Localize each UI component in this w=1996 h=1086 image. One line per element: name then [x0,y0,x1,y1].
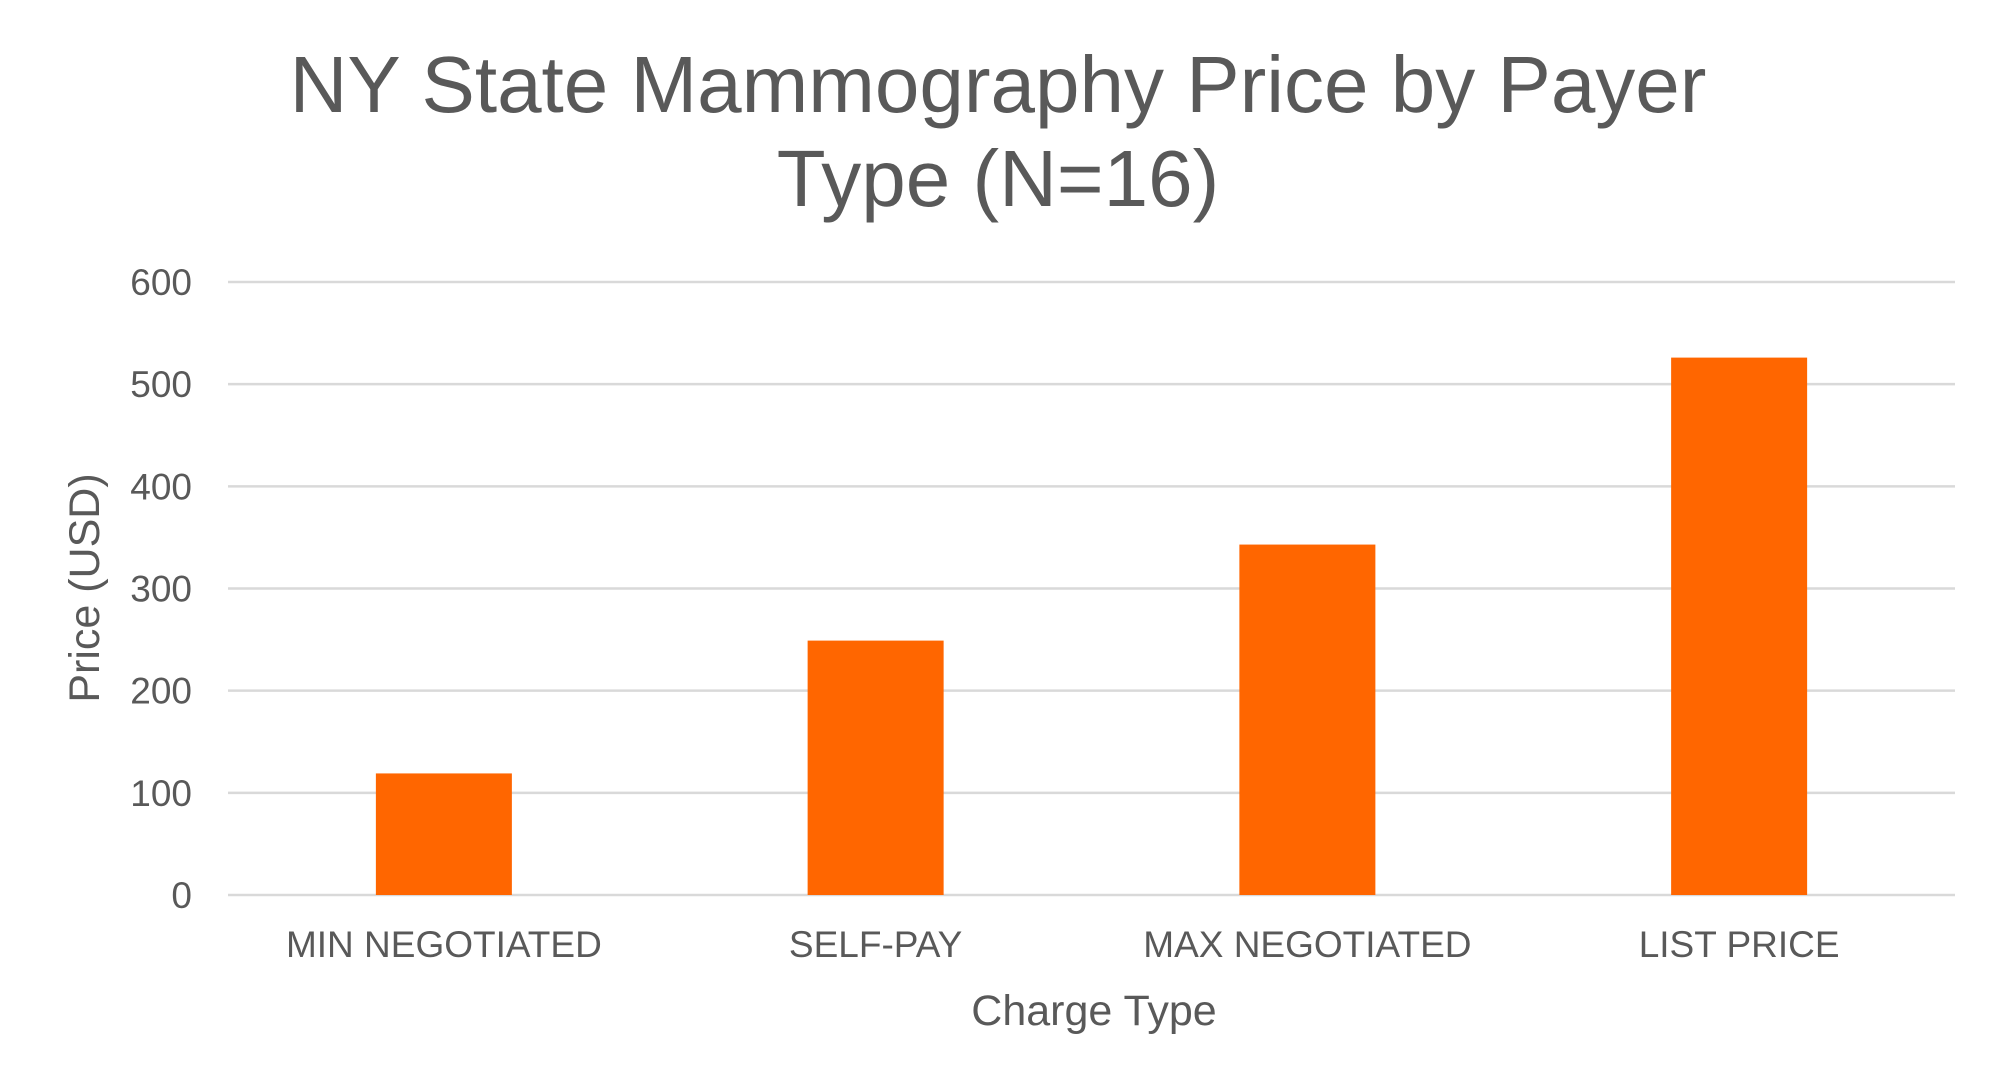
bar-max-negotiated [1239,544,1376,895]
chart-title-line-1: NY State Mammography Price by Payer [290,40,1707,129]
y-tick-label: 0 [171,875,192,916]
x-axis-tick-labels: MIN NEGOTIATED SELF-PAY MAX NEGOTIATED LIST… [286,924,1840,965]
x-tick-label: MAX NEGOTIATED [1143,924,1471,965]
gridlines [228,280,1955,897]
y-tick-label: 600 [130,262,192,303]
y-tick-label: 100 [130,773,192,814]
bar-list-price [1671,357,1808,895]
bars [375,357,1808,895]
bar-self-pay [807,640,944,895]
x-axis-title: Charge Type [971,987,1216,1035]
y-tick-label: 500 [130,364,192,405]
y-tick-label: 400 [130,466,192,507]
y-axis-tick-labels: 0 100 200 300 400 500 600 [130,262,192,916]
chart-title-line-2: Type (N=16) [777,134,1219,223]
y-tick-label: 200 [130,671,192,712]
x-tick-label: MIN NEGOTIATED [286,924,602,965]
y-axis-title: Price (USD) [61,473,109,702]
x-tick-label: SELF-PAY [789,924,962,965]
bar-min-negotiated [375,773,512,895]
chart-title: NY State Mammography Price by Payer Type… [290,40,1707,223]
x-tick-label: LIST PRICE [1639,924,1840,965]
y-tick-label: 300 [130,569,192,610]
